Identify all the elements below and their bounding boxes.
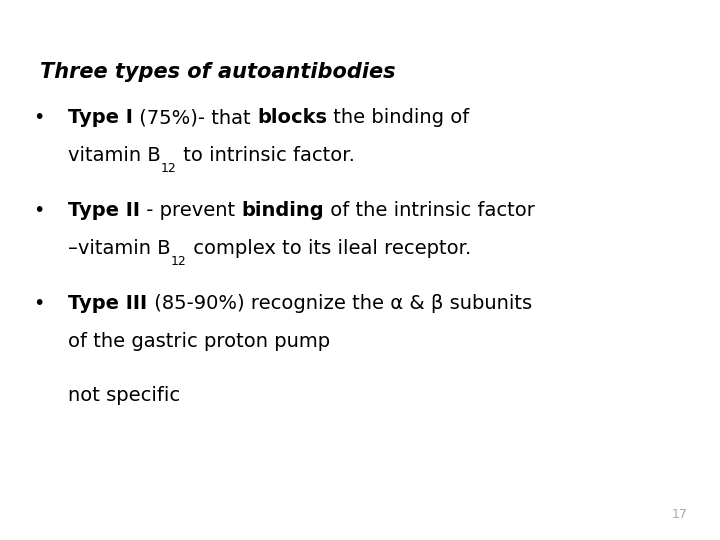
Text: of the intrinsic factor: of the intrinsic factor (325, 201, 535, 220)
Text: (85-90%) recognize the α & β subunits: (85-90%) recognize the α & β subunits (148, 294, 531, 313)
Text: Three types of autoantibodies: Three types of autoantibodies (40, 62, 395, 82)
Text: complex to its ileal receptor.: complex to its ileal receptor. (186, 239, 471, 258)
Text: –vitamin B: –vitamin B (68, 239, 171, 258)
Text: •: • (33, 201, 45, 220)
Text: of the gastric proton pump: of the gastric proton pump (68, 332, 330, 350)
Text: binding: binding (242, 201, 325, 220)
Text: vitamin B: vitamin B (68, 146, 161, 165)
Text: •: • (33, 294, 45, 313)
Text: Type II: Type II (68, 201, 140, 220)
Text: 12: 12 (171, 255, 186, 268)
Text: the binding of: the binding of (327, 108, 469, 127)
Text: not specific: not specific (68, 386, 181, 404)
Text: 17: 17 (672, 508, 688, 521)
Text: (75%)- that: (75%)- that (133, 108, 257, 127)
Text: •: • (33, 108, 45, 127)
Text: blocks: blocks (257, 108, 327, 127)
Text: Type I: Type I (68, 108, 133, 127)
Text: Type III: Type III (68, 294, 148, 313)
Text: - prevent: - prevent (140, 201, 242, 220)
Text: to intrinsic factor.: to intrinsic factor. (177, 146, 355, 165)
Text: 12: 12 (161, 162, 177, 175)
